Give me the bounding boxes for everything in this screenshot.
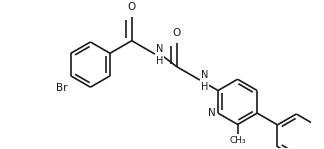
Text: Br: Br — [56, 83, 67, 93]
Text: N: N — [208, 108, 215, 118]
Text: N
H: N H — [156, 44, 163, 66]
Text: CH₃: CH₃ — [229, 136, 246, 145]
Text: O: O — [128, 2, 136, 12]
Text: N
H: N H — [201, 70, 208, 92]
Text: O: O — [173, 28, 181, 38]
